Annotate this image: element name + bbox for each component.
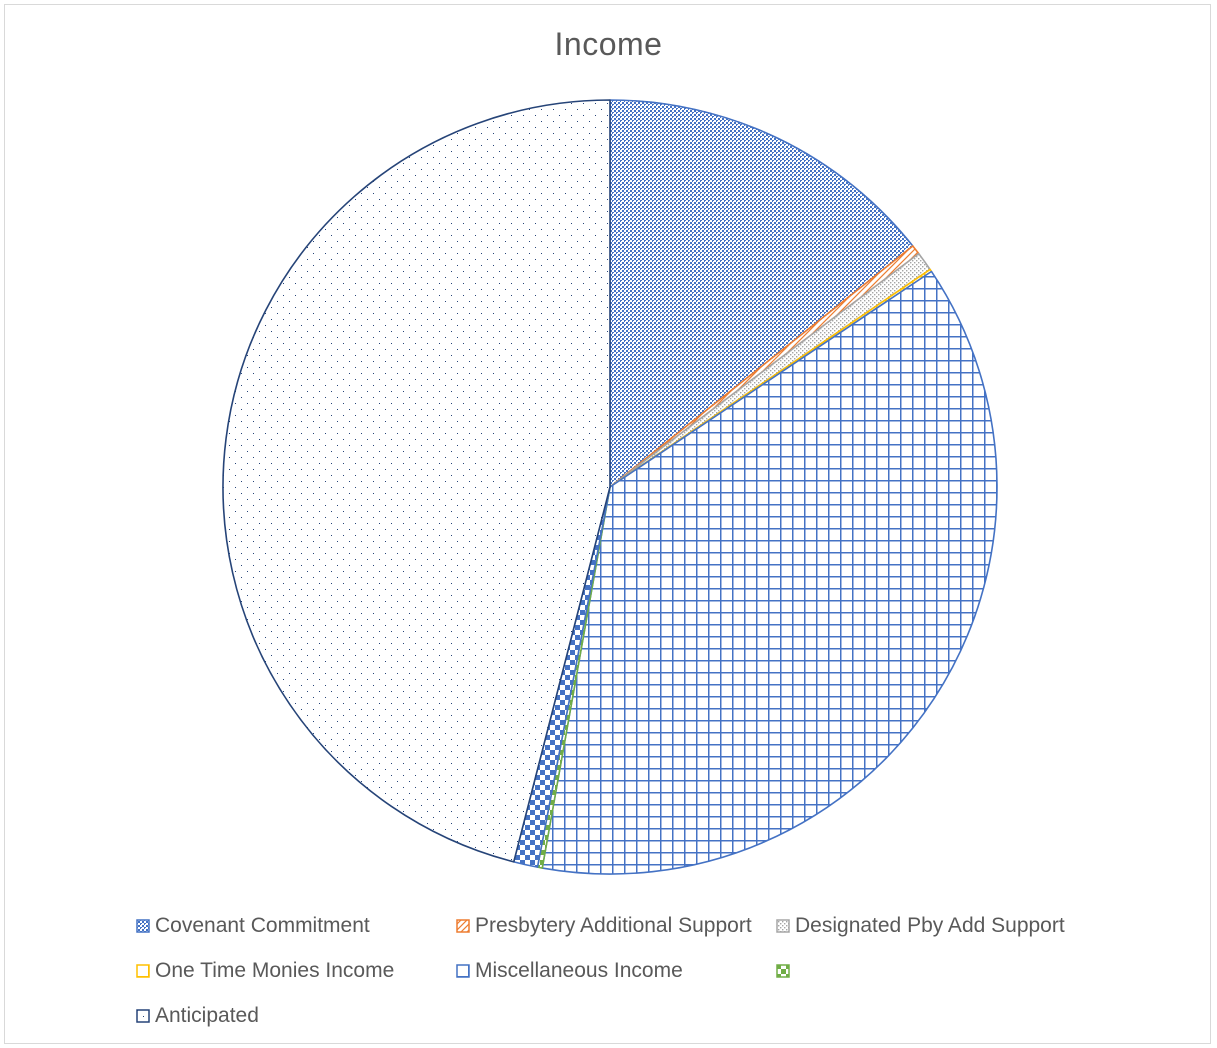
legend-item (776, 959, 795, 983)
legend-item: Presbytery Additional Support (456, 914, 752, 938)
legend-label: Miscellaneous Income (475, 959, 683, 982)
legend-label: Covenant Commitment (155, 914, 370, 937)
legend-label: One Time Monies Income (155, 959, 395, 982)
legend-label: Designated Pby Add Support (795, 914, 1065, 937)
legend-item: Covenant Commitment (136, 914, 370, 938)
pie-slice-miscellaneous-income (541, 270, 998, 875)
legend-swatch-icon (136, 964, 150, 978)
legend-item: Miscellaneous Income (456, 959, 683, 983)
legend-swatch-icon (136, 919, 150, 933)
legend-swatch-icon (776, 919, 790, 933)
pie-slice-anticipated (222, 99, 611, 863)
chart-title: Income (554, 26, 663, 62)
legend-item: One Time Monies Income (136, 959, 394, 983)
legend-item: Designated Pby Add Support (776, 914, 1065, 938)
legend-label: Presbytery Additional Support (475, 914, 752, 937)
legend-label: Anticipated (155, 1004, 259, 1027)
legend-swatch-icon (136, 1009, 150, 1023)
legend-swatch-icon (776, 964, 790, 978)
pie-slice-covenant-commitment (609, 99, 914, 488)
legend-item: Anticipated (136, 1004, 259, 1028)
legend-swatch-icon (456, 964, 470, 978)
legend-swatch-icon (456, 919, 470, 933)
